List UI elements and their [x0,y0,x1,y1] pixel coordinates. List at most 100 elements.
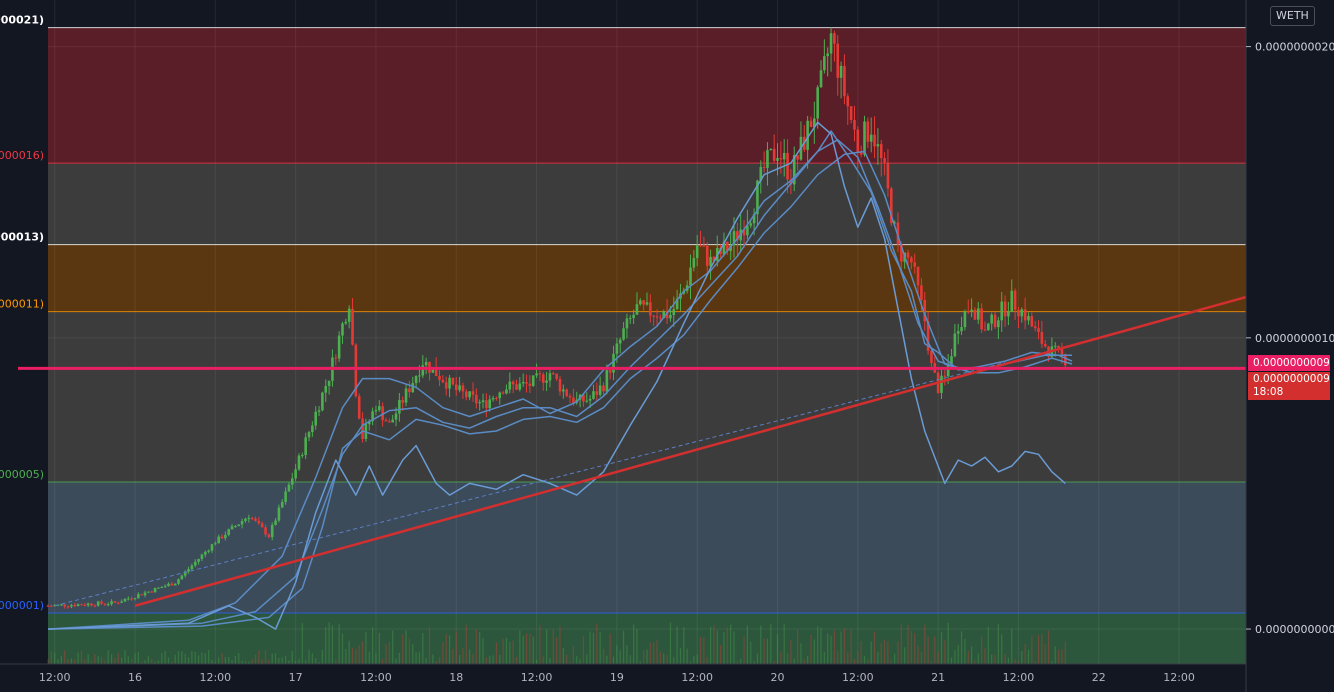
volume-bar-150 [549,658,551,664]
candle-body-302 [1057,345,1060,349]
volume-bar-256 [904,647,906,664]
candle-body-250 [883,158,886,163]
volume-bar-303 [1061,649,1063,664]
volume-bar-16 [100,656,103,664]
volume-bar-304 [1064,641,1066,664]
volume-bar-224 [796,629,799,664]
volume-bar-272 [957,645,959,664]
volume-bar-149 [546,629,548,664]
candle-body-147 [538,373,542,375]
volume-bar-66 [268,660,270,664]
candle-body-202 [722,241,726,255]
volume-bar-289 [1014,659,1016,664]
volume-bar-69 [278,657,280,664]
volume-bar-236 [837,651,839,664]
candle-body-70 [280,501,284,508]
volume-bar-184 [663,653,665,664]
x-axis[interactable]: 12:00 16 12:00 17 12:00 18 12:00 19 12:00 20 12:00… [0,663,1334,692]
volume-bar-244 [863,655,866,664]
candle-body-111 [418,375,421,377]
candle-body-154 [562,389,565,392]
volume-bar-263 [927,636,929,664]
volume-bar-138 [509,641,511,664]
volume-bar-190 [683,627,685,664]
candle-body-148 [541,374,545,383]
volume-bar-212 [756,653,759,664]
candle-body-52 [220,536,224,539]
volume-bar-193 [693,656,695,664]
candle-body-32 [153,587,157,593]
volume-bar-17 [104,660,106,664]
candle-body-282 [990,314,993,324]
volume-bar-188 [676,626,678,664]
zone-5 [48,613,1246,664]
quote-currency-badge[interactable]: WETH [1270,6,1315,26]
candle-body-188 [675,298,679,310]
candle-body-146 [535,373,538,376]
candle-body-168 [608,370,612,373]
volume-bar-144 [529,633,531,664]
volume-bar-135 [499,654,501,664]
volume-bar-209 [746,625,748,664]
candle-body-71 [284,491,287,502]
x-tick-4: 12:00 [360,671,392,684]
candle-body-272 [956,331,960,334]
volume-bar-211 [753,661,755,664]
volume-bar-32 [154,661,156,664]
volume-bar-72 [288,660,290,664]
volume-bar-207 [740,659,742,664]
candle-body-229 [813,118,816,128]
volume-bar-154 [562,647,564,664]
volume-bar-2 [54,652,56,664]
candle-body-280 [983,329,987,331]
candle-body-142 [521,382,525,384]
candle-body-242 [856,129,860,153]
volume-bar-234 [830,635,832,664]
volume-bar-35 [164,650,166,664]
candle-body-62 [254,518,257,521]
candle-body-277 [973,309,977,320]
y-axis-background [1246,0,1334,692]
volume-bar-0 [47,659,49,664]
volume-bar-107 [405,630,407,664]
candle-body-223 [792,155,796,185]
volume-bar-13 [90,660,93,664]
candle-body-107 [404,388,408,403]
volume-bar-120 [448,635,451,664]
volume-bar-71 [284,655,287,664]
volume-bar-206 [736,661,738,664]
volume-bar-262 [924,625,926,664]
volume-bar-41 [184,653,186,664]
candle-body-112 [421,365,425,376]
candle-body-263 [926,321,930,351]
candle-body-35 [163,586,167,588]
candle-body-129 [478,402,481,404]
candle-body-253 [893,222,896,224]
volume-bar-264 [930,661,933,664]
volume-bar-147 [539,625,541,664]
volume-bar-31 [151,658,153,664]
candle-body-132 [488,399,492,409]
volume-bar-221 [786,653,789,664]
candle-body-0 [46,605,50,607]
candle-body-227 [806,120,809,150]
volume-bar-219 [780,651,782,664]
volume-bar-39 [177,651,180,664]
volume-bar-152 [556,637,558,664]
candle-body-123 [458,385,461,391]
candle-body-60 [247,518,251,520]
candle-body-76 [301,455,304,457]
candle-body-55 [230,526,234,530]
y-axis[interactable]: 0.0000000020 0.0000000010 0.0000000000 [1245,0,1334,692]
volume-bar-136 [502,638,504,664]
candle-body-274 [963,311,967,328]
candle-body-224 [796,155,799,160]
candle-body-141 [518,383,522,390]
fib-label-5: 0000001) [0,599,44,612]
candle-body-4 [60,604,63,606]
volume-bar-226 [803,659,805,664]
volume-bar-87 [338,624,340,664]
volume-bar-173 [626,645,628,664]
volume-bar-249 [880,643,882,664]
